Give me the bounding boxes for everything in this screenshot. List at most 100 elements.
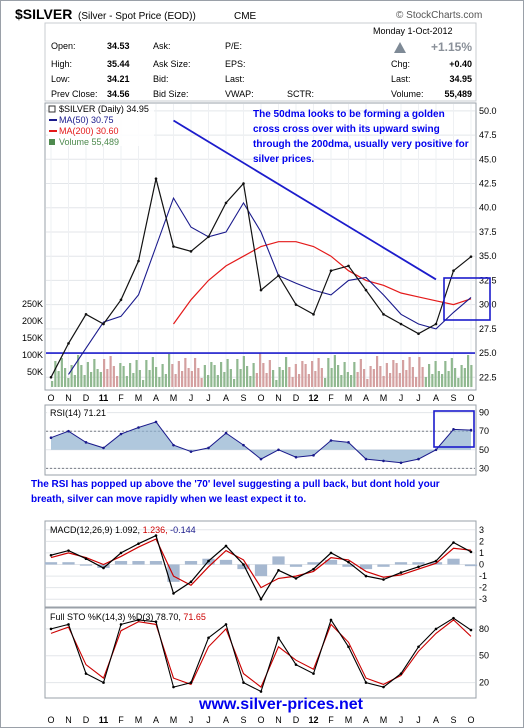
x-axis-label: M: [380, 393, 388, 403]
rsi-point: [207, 446, 210, 450]
sto-y-tick: 20: [479, 678, 489, 688]
volume-bar: [467, 355, 470, 387]
macd-point: [347, 560, 350, 564]
sto-k-point: [294, 663, 298, 666]
volume-bar: [265, 373, 268, 387]
low-label: Low:: [51, 74, 70, 84]
volume-bar: [151, 357, 154, 387]
volume-bar: [99, 372, 102, 387]
price-point: [259, 288, 263, 292]
price-y-tick: 50.0: [479, 106, 497, 116]
macd-point: [67, 549, 70, 552]
rsi-annotation-text: The RSI has popped up above the '70' lev…: [31, 479, 440, 505]
rsi-point: [119, 432, 123, 436]
volume-bar: [307, 374, 310, 387]
x-axis-label: A: [153, 393, 159, 403]
price-y-tick: 47.5: [479, 130, 497, 140]
macd-y-ticks: -3-2 -10 1 23: [479, 525, 487, 604]
x-axis-label: M: [170, 715, 178, 725]
rsi-point: [172, 443, 175, 447]
price-point: [329, 269, 333, 273]
volume-bar: [353, 362, 356, 387]
price-point: [119, 298, 123, 302]
chg-value: +0.40: [449, 59, 472, 69]
sto-points: [49, 616, 473, 693]
legend-volume: Volume 55,489: [59, 137, 119, 147]
rsi-highlight-box: [433, 410, 475, 448]
volume-bar: [346, 372, 349, 387]
quote-date: Monday 1-Oct-2012: [373, 26, 453, 36]
sto-k-point: [67, 623, 70, 626]
macd-point: [207, 559, 210, 563]
resistance-trendline: [173, 119, 437, 281]
macd-point: [154, 534, 158, 537]
rsi-point: [312, 454, 315, 457]
price-y-tick: 42.5: [479, 179, 497, 189]
volume-bar: [51, 381, 54, 387]
sto-k-point: [172, 685, 175, 689]
volume-bar: [470, 365, 473, 387]
volume-bar: [304, 364, 307, 387]
x-axis-label: O: [257, 393, 264, 403]
price-point: [294, 303, 298, 306]
volume-bar: [460, 365, 463, 387]
x-axis-label: M: [380, 715, 388, 725]
macd-point: [382, 578, 385, 581]
price-legend-swatch: [48, 105, 56, 113]
volume-bar: [259, 353, 262, 387]
sto-k-point: [399, 672, 403, 675]
chart-description: (Silver - Spot Price (EOD)): [78, 11, 196, 22]
volume-bar: [112, 366, 115, 387]
sto-k-point: [224, 623, 228, 626]
volume-bar: [281, 370, 284, 387]
macd-y-tick: 1: [479, 548, 484, 558]
volume-bar: [174, 374, 177, 387]
rsi-y-ticks: 30 50 70 90: [479, 408, 489, 474]
sto-k-point: [452, 616, 455, 620]
rsi-point: [189, 450, 193, 453]
sto-y-ticks: 20 50 80: [479, 624, 489, 688]
volume-bar: [80, 365, 83, 387]
volume-bar: [314, 371, 317, 387]
volume-bar: [96, 369, 99, 387]
rsi-point: [224, 431, 228, 435]
price-point: [189, 250, 193, 253]
rsi-annotation: The RSI has popped up above the '70' lev…: [31, 479, 440, 505]
volume-bar: [278, 367, 281, 387]
volume-bar: [369, 366, 372, 387]
volume-bar: [164, 374, 167, 387]
x-axis-label: D: [83, 715, 90, 725]
x-axis-labels-bottom: O N D 11 F M A M J J A S O N D 12 F M A M J J A S O: [47, 715, 474, 725]
price-y-tick: 40.0: [479, 203, 497, 213]
macd-histogram-bar: [149, 561, 163, 565]
rsi-y-tick: 90: [479, 408, 489, 418]
macd-point: [189, 580, 193, 584]
volume-bar: [291, 377, 294, 387]
volume-bar: [320, 368, 323, 387]
volume-bar: [457, 378, 460, 387]
price-y-tick: 27.5: [479, 324, 497, 334]
volume-bar: [454, 368, 457, 387]
rsi-point: [137, 426, 140, 429]
macd-histogram-bar: [62, 562, 75, 565]
volume-bar: [441, 374, 444, 387]
volume-bar: [431, 374, 434, 387]
x-axis-label: A: [223, 715, 229, 725]
volume-bar: [444, 361, 447, 387]
macd-point: [364, 574, 368, 578]
x-axis-label: M: [170, 393, 178, 403]
volume-bar: [57, 371, 60, 387]
volume-bar: [168, 354, 171, 387]
macd-histogram-bar: [412, 562, 425, 565]
rsi-point: [329, 439, 333, 442]
x-axis-label: 11: [99, 393, 109, 403]
rsi-point: [242, 443, 245, 447]
volume-bar: [145, 360, 148, 387]
bid-label: Bid:: [153, 74, 169, 84]
volume-bar: [93, 359, 96, 387]
macd-point: [224, 544, 228, 548]
macd-y-tick: 3: [479, 525, 484, 535]
footer-url[interactable]: www.silver-prices.net: [198, 696, 364, 713]
volume-bar: [155, 367, 158, 387]
